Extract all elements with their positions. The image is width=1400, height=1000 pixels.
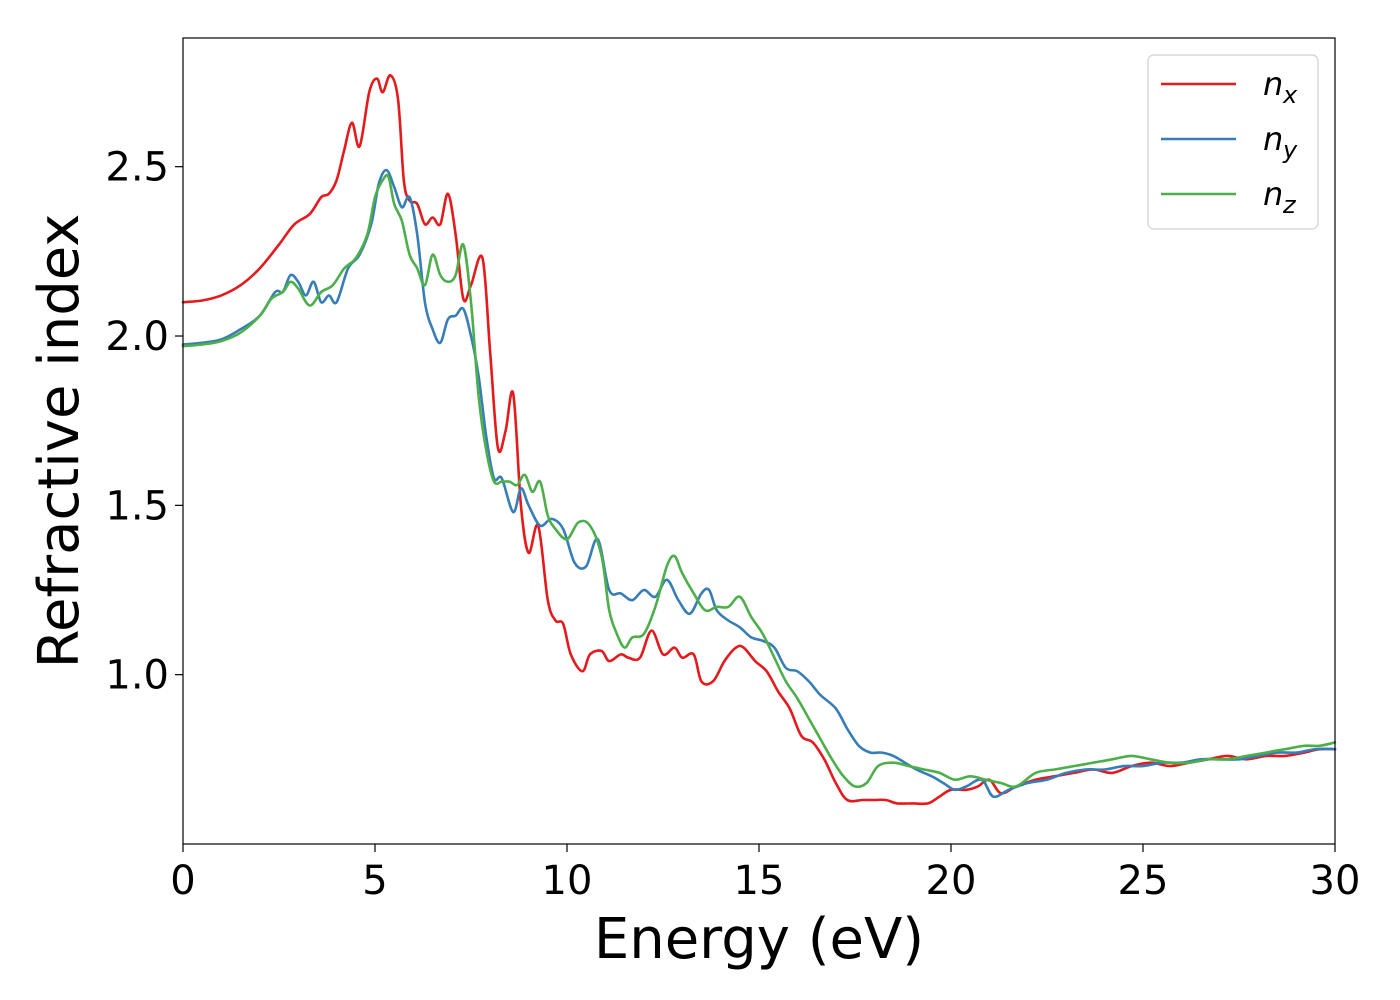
y-tick-label: 2.0 — [105, 314, 169, 360]
x-axis-ticks: 0 5 10 15 20 25 30 — [170, 844, 1360, 904]
series-line-n-x — [181, 73, 1337, 806]
legend-label-n-z: n — [1263, 175, 1283, 213]
legend-subscript-x: x — [1282, 81, 1298, 109]
legend-subscript-z: z — [1282, 191, 1297, 219]
y-tick-label: 2.5 — [105, 145, 169, 191]
x-tick-label: 10 — [542, 858, 593, 904]
series-layer — [181, 73, 1337, 806]
plot-background — [183, 38, 1335, 844]
legend-label-n-x: n — [1263, 65, 1283, 103]
x-tick-label: 30 — [1310, 858, 1361, 904]
x-axis-title: Energy (eV) — [594, 907, 924, 972]
x-tick-label: 15 — [734, 858, 785, 904]
legend-entries: n xn yn z — [1161, 65, 1298, 219]
y-tick-label: 1.0 — [105, 653, 169, 699]
x-tick-label: 5 — [362, 858, 387, 904]
x-tick-label: 20 — [926, 858, 977, 904]
y-axis-title: Refractive index — [27, 214, 92, 669]
legend-box — [1147, 54, 1319, 230]
x-tick-label: 0 — [170, 858, 195, 904]
y-axis-ticks: 1.0 1.5 2.0 2.5 — [105, 145, 183, 699]
y-tick-label: 1.5 — [105, 483, 169, 529]
series-line-n-z — [181, 173, 1337, 789]
legend-subscript-y: y — [1282, 136, 1298, 164]
x-tick-label: 25 — [1118, 858, 1169, 904]
legend-label-n-y: n — [1263, 120, 1283, 158]
legend: n xn yn z — [1147, 54, 1319, 230]
